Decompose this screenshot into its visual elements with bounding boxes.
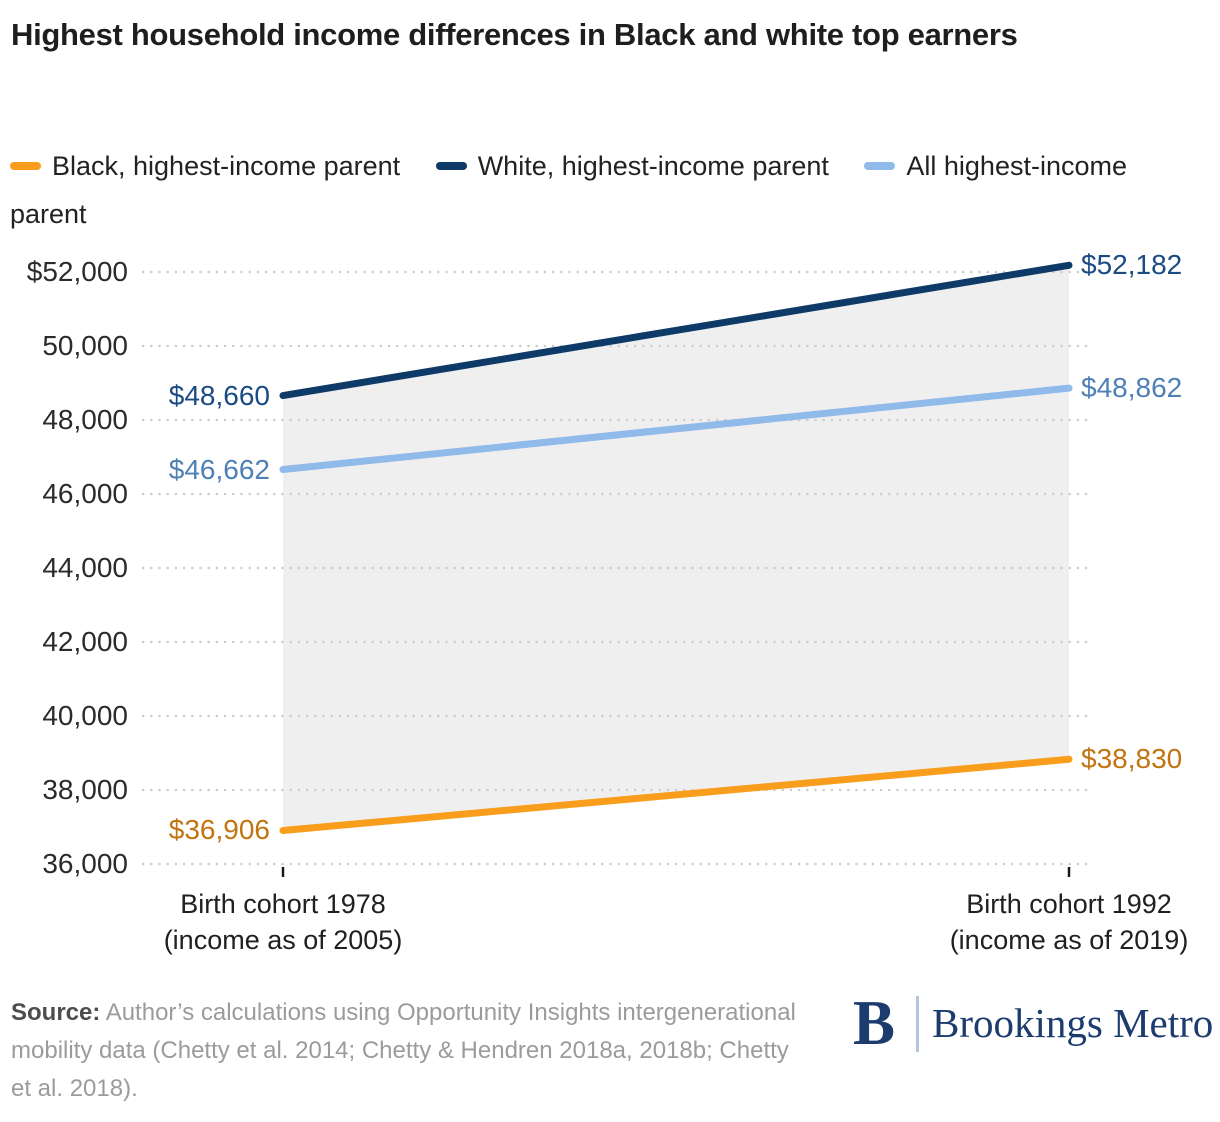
legend-label-black: Black, highest-income parent bbox=[52, 151, 401, 181]
series-line bbox=[279, 261, 1073, 400]
x-category-label: Birth cohort 1978 (income as of 2005) bbox=[73, 886, 493, 958]
chart-title: Highest household income differences in … bbox=[11, 17, 1018, 52]
y-tick-label: 36,000 bbox=[42, 848, 128, 879]
legend-label-all: All highest-income parent bbox=[10, 151, 1127, 229]
logo-divider bbox=[916, 996, 919, 1052]
brookings-b-icon: B bbox=[853, 988, 896, 1058]
legend-label-white: White, highest-income parent bbox=[477, 151, 829, 181]
value-label: $36,906 bbox=[168, 814, 270, 846]
value-label: $46,662 bbox=[168, 453, 270, 485]
gap-band bbox=[283, 265, 1069, 831]
y-tick-label: 50,000 bbox=[42, 330, 128, 361]
x-category-label-line: (income as of 2019) bbox=[949, 925, 1189, 955]
source-label: Source: bbox=[11, 999, 101, 1026]
value-label: $48,862 bbox=[1081, 372, 1183, 404]
value-label: $38,830 bbox=[1081, 743, 1183, 775]
x-category-label-line: (income as of 2005) bbox=[163, 925, 403, 955]
series-line bbox=[279, 384, 1073, 474]
y-tick-label: 38,000 bbox=[42, 774, 128, 805]
brookings-metro-wordmark: Brookings Metro bbox=[932, 1000, 1214, 1046]
legend-item-white: White, highest-income parent bbox=[435, 151, 829, 181]
legend-item-all: All highest-income parent bbox=[10, 151, 1127, 229]
all-series-swatch-icon bbox=[864, 161, 896, 170]
legend: Black, highest-income parent White, high… bbox=[10, 142, 1190, 238]
series-line bbox=[279, 755, 1073, 834]
source-note: Source: Author’s calculations using Oppo… bbox=[11, 994, 811, 1108]
black-series-swatch-icon bbox=[10, 161, 41, 170]
brookings-logo: B Brookings Metro bbox=[853, 992, 1213, 1062]
y-tick-label: 44,000 bbox=[42, 552, 128, 583]
value-label: $48,660 bbox=[168, 379, 270, 411]
white-series-swatch-icon bbox=[435, 161, 467, 170]
y-tick-label: 48,000 bbox=[42, 404, 128, 435]
x-category-label: Birth cohort 1992 (income as of 2019) bbox=[859, 886, 1220, 958]
y-tick-label: 42,000 bbox=[42, 626, 128, 657]
source-text: Author’s calculations using Opportunity … bbox=[11, 999, 796, 1102]
y-tick-label: 40,000 bbox=[42, 700, 128, 731]
y-tick-label: $52,000 bbox=[26, 256, 128, 287]
legend-item-black: Black, highest-income parent bbox=[10, 151, 400, 181]
x-category-label-line: Birth cohort 1992 bbox=[966, 889, 1172, 919]
x-category-label-line: Birth cohort 1978 bbox=[180, 889, 386, 919]
value-label: $52,182 bbox=[1081, 249, 1183, 281]
y-tick-label: 46,000 bbox=[42, 478, 128, 509]
